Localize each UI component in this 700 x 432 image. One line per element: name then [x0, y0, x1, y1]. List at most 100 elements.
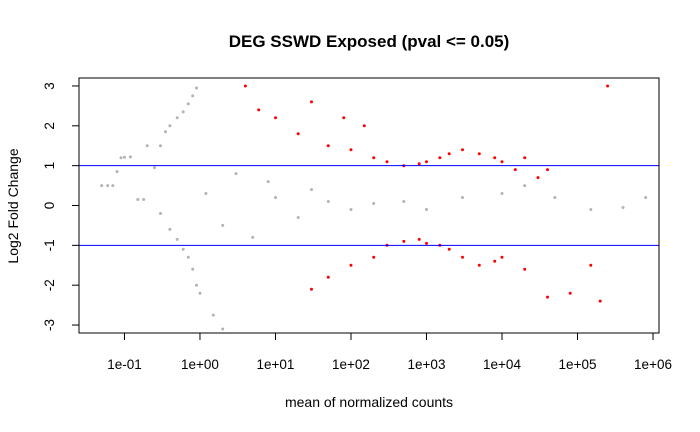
data-point [493, 259, 497, 263]
data-point [159, 144, 162, 148]
data-point [191, 267, 195, 271]
data-point [221, 327, 225, 331]
data-point [251, 235, 255, 239]
data-point [257, 108, 261, 112]
data-point [606, 84, 610, 88]
data-point [326, 200, 330, 203]
x-tick-label: 1e+06 [634, 357, 672, 372]
data-point [477, 263, 481, 267]
x-tick-label: 1e+00 [181, 357, 219, 372]
data-point [211, 313, 215, 317]
plot-frame [78, 77, 660, 334]
data-point [115, 170, 119, 174]
data-point [349, 148, 353, 152]
data-point [136, 198, 140, 201]
data-point [164, 130, 167, 134]
y-tick-label: -2 [42, 279, 57, 291]
data-point [274, 196, 277, 199]
data-point [402, 239, 406, 243]
data-point [523, 156, 527, 160]
data-point [296, 216, 300, 219]
data-point [553, 196, 557, 199]
x-tick-label: 1e+03 [408, 357, 446, 372]
y-tick-label: -1 [42, 239, 57, 251]
data-point [181, 110, 185, 114]
data-point [536, 176, 540, 180]
data-point [372, 202, 376, 205]
data-point [310, 100, 313, 104]
data-point [186, 102, 190, 106]
x-tick-label: 1e+01 [257, 357, 295, 372]
data-point [372, 156, 376, 160]
data-point [598, 299, 602, 303]
data-point [362, 124, 366, 128]
data-point [123, 155, 126, 159]
data-point [372, 255, 376, 259]
data-point [500, 160, 504, 164]
data-point [342, 116, 346, 120]
data-point [493, 156, 497, 160]
data-point [402, 200, 406, 203]
data-point [523, 184, 527, 188]
data-point [175, 116, 179, 120]
x-tick-label: 1e+04 [483, 357, 521, 372]
data-point [644, 196, 648, 199]
data-point [310, 287, 313, 291]
data-point [417, 162, 421, 166]
data-point [385, 160, 389, 164]
data-point [461, 148, 464, 152]
x-axis: 1e-01 1e+00 1e+01 1e+02 1e+03 1e+04 1e+05 1e+06 [107, 332, 672, 372]
data-point [128, 155, 132, 159]
data-point [296, 132, 300, 136]
data-point [461, 196, 464, 199]
data-point [310, 188, 313, 192]
data-point [100, 184, 104, 188]
data-point [221, 223, 225, 227]
data-point [477, 152, 481, 156]
data-point [234, 172, 238, 176]
data-point [119, 156, 123, 160]
data-point [266, 180, 270, 184]
data-point [417, 237, 421, 241]
y-tick-label: -3 [42, 319, 57, 331]
x-tick-label: 1e-01 [107, 357, 142, 372]
data-point [461, 255, 464, 259]
data-point [589, 263, 593, 267]
data-point [349, 208, 353, 211]
data-point [349, 263, 353, 267]
y-tick-label: 2 [42, 122, 57, 130]
data-point [546, 295, 549, 299]
data-point [326, 144, 330, 148]
data-point [168, 124, 172, 128]
data-point [568, 291, 572, 295]
chart-title: DEG SSWD Exposed (pval <= 0.05) [229, 32, 510, 51]
data-point [546, 168, 549, 172]
data-point [159, 212, 162, 215]
data-point [438, 156, 442, 160]
x-tick-label: 1e+05 [559, 357, 597, 372]
data-point [142, 198, 146, 201]
y-tick-label: 3 [42, 82, 57, 90]
data-point [425, 208, 428, 211]
data-point [447, 247, 451, 251]
y-tick-label: 1 [42, 162, 57, 170]
data-point [513, 168, 517, 172]
data-point [204, 192, 208, 195]
data-point [186, 255, 190, 259]
data-point [500, 192, 504, 195]
x-tick-label: 1e+02 [332, 357, 370, 372]
data-point [198, 291, 202, 295]
data-point [274, 116, 277, 120]
y-tick-label: 0 [42, 202, 57, 210]
data-point [145, 144, 149, 148]
data-point [523, 267, 527, 271]
data-point [181, 247, 185, 251]
data-point [326, 275, 330, 279]
data-point [621, 206, 625, 209]
data-point [153, 166, 156, 170]
points-layer [100, 84, 648, 331]
data-point [195, 86, 198, 90]
y-axis-label: Log2 Fold Change [5, 148, 21, 263]
data-point [168, 227, 172, 231]
